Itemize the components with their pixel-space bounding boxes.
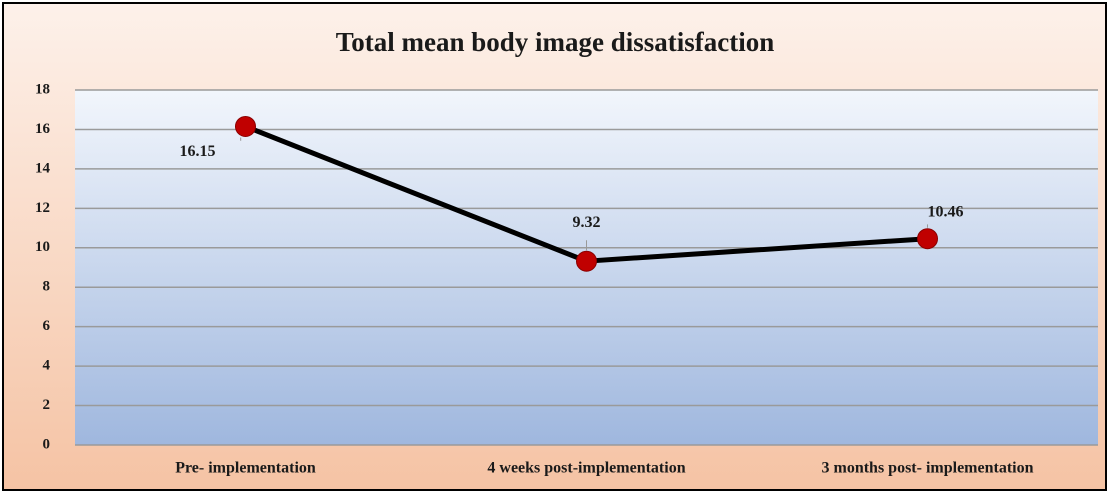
y-tick-label: 4 (43, 358, 51, 374)
y-tick-label: 14 (35, 160, 51, 176)
x-tick-label: 4 weeks post-implementation (487, 460, 685, 477)
y-tick-label: 0 (43, 436, 51, 452)
y-tick-label: 16 (35, 121, 51, 137)
data-label: 10.46 (928, 203, 964, 220)
data-label: 9.32 (573, 214, 601, 231)
marker (917, 228, 938, 250)
x-tick-label: 3 months post- implementation (821, 460, 1033, 477)
marker (235, 115, 256, 137)
y-tick-label: 6 (43, 318, 51, 334)
x-tick-label: Pre- implementation (175, 460, 316, 477)
y-tick-label: 8 (43, 279, 51, 295)
y-tick-label: 2 (43, 397, 51, 413)
data-label: 16.15 (180, 143, 216, 160)
marker (576, 250, 597, 272)
y-tick-label: 10 (35, 239, 50, 255)
chart-title: Total mean body image dissatisfaction (336, 27, 775, 57)
y-tick-label: 18 (35, 81, 50, 97)
y-tick-label: 12 (35, 200, 50, 216)
